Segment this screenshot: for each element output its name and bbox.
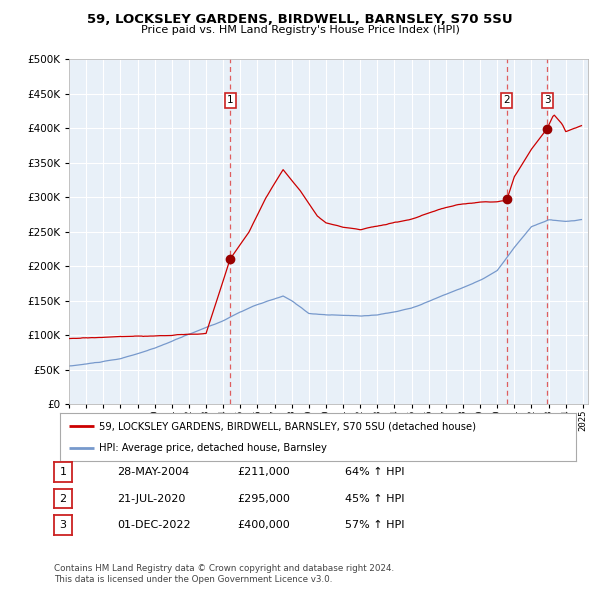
Text: Contains HM Land Registry data © Crown copyright and database right 2024.: Contains HM Land Registry data © Crown c… [54, 565, 394, 573]
Text: 2: 2 [503, 96, 510, 106]
Text: 59, LOCKSLEY GARDENS, BIRDWELL, BARNSLEY, S70 5SU: 59, LOCKSLEY GARDENS, BIRDWELL, BARNSLEY… [87, 13, 513, 26]
Text: 64% ↑ HPI: 64% ↑ HPI [345, 467, 404, 477]
Text: 45% ↑ HPI: 45% ↑ HPI [345, 494, 404, 503]
Text: 28-MAY-2004: 28-MAY-2004 [117, 467, 189, 477]
Text: £295,000: £295,000 [237, 494, 290, 503]
Text: 3: 3 [544, 96, 551, 106]
Text: 01-DEC-2022: 01-DEC-2022 [117, 520, 191, 530]
Text: HPI: Average price, detached house, Barnsley: HPI: Average price, detached house, Barn… [98, 443, 326, 453]
Text: £211,000: £211,000 [237, 467, 290, 477]
Text: 1: 1 [59, 467, 67, 477]
Text: 57% ↑ HPI: 57% ↑ HPI [345, 520, 404, 530]
Text: 2: 2 [59, 494, 67, 503]
Text: 21-JUL-2020: 21-JUL-2020 [117, 494, 185, 503]
Text: 1: 1 [227, 96, 233, 106]
Text: This data is licensed under the Open Government Licence v3.0.: This data is licensed under the Open Gov… [54, 575, 332, 584]
Text: 3: 3 [59, 520, 67, 530]
Text: Price paid vs. HM Land Registry's House Price Index (HPI): Price paid vs. HM Land Registry's House … [140, 25, 460, 35]
Text: 59, LOCKSLEY GARDENS, BIRDWELL, BARNSLEY, S70 5SU (detached house): 59, LOCKSLEY GARDENS, BIRDWELL, BARNSLEY… [98, 421, 476, 431]
Text: £400,000: £400,000 [237, 520, 290, 530]
